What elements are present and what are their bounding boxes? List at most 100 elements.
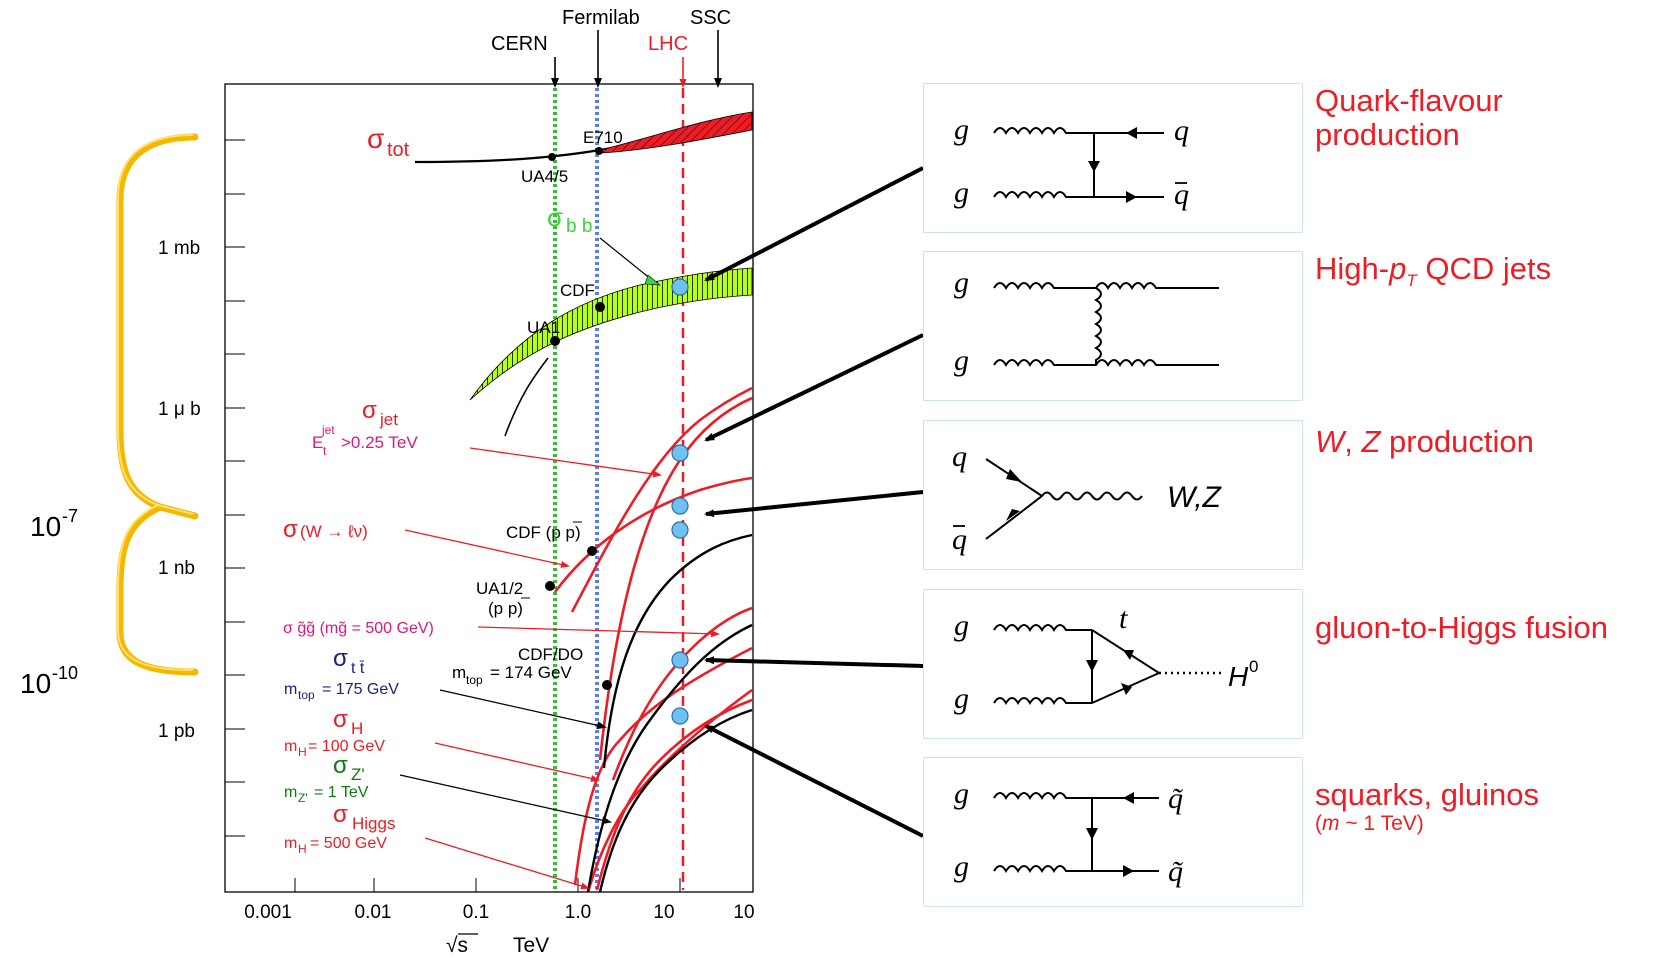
diagram-qcd-jets: g g	[923, 251, 1303, 401]
connector-higgs	[704, 656, 924, 668]
label-sq: q̃	[1168, 855, 1183, 888]
sigma-z-red-curve	[586, 688, 753, 893]
label-ua12: UA1/2	[476, 579, 523, 598]
diagram-svg: g g q q	[954, 113, 1189, 211]
label-ua1: UA1	[527, 318, 560, 337]
label-g: g	[954, 682, 969, 715]
boson-line	[1041, 491, 1143, 501]
process-note: (m ~ 1 TeV)	[1315, 812, 1424, 835]
x-tick-label: 0.01	[355, 902, 392, 923]
label-cdfdo: CDF/DO	[518, 645, 583, 664]
label-g: g	[954, 266, 969, 299]
gluon-line	[993, 624, 1092, 632]
label-q: q	[952, 440, 967, 473]
point-ua45	[548, 153, 556, 161]
gluon-line	[993, 127, 1094, 135]
connector-wz	[704, 490, 924, 518]
gluon-line	[993, 697, 1092, 705]
gluon-line	[993, 359, 1219, 367]
arrow	[1088, 161, 1100, 172]
arrow	[1123, 650, 1134, 660]
point-ua12	[545, 581, 555, 591]
sigma-bb-sub: b b	[566, 216, 592, 237]
tt-val: = 175 GeV	[322, 681, 399, 698]
sigma-higgs-black-curve	[598, 708, 753, 893]
x-tick-label: 10	[733, 902, 754, 923]
sigma-jet-curve	[570, 386, 753, 613]
x-tick-label: 1.0	[565, 902, 591, 923]
process-w: W	[1315, 424, 1345, 459]
pointer-tt	[439, 689, 607, 730]
gluon-line	[993, 191, 1094, 199]
pointer-gg	[477, 626, 720, 638]
jet-sup: jet	[321, 423, 335, 437]
process-pt-sub: T	[1406, 271, 1417, 291]
process-label-quark: Quark-flavour production	[1315, 84, 1503, 152]
pointer-w	[404, 529, 570, 568]
process-label-higgs: gluon-to-Higgs fusion	[1315, 611, 1608, 645]
sigma-h-curve	[573, 646, 753, 886]
gluon-line	[993, 865, 1092, 873]
sigma-z-sub: Z'	[351, 765, 365, 784]
connector-squarks	[704, 724, 924, 838]
diagram-squarks: g g q̃ q̃	[923, 757, 1303, 907]
label-g: g	[954, 176, 969, 209]
z-m: m	[284, 784, 297, 801]
process-label-wz: W, Z production	[1315, 425, 1534, 459]
diagram-svg: g g t H 0	[954, 602, 1258, 715]
sigma-gg-label: σ g̃g̃ (mg̃ = 500 GeV)	[283, 620, 434, 637]
tt-m: m	[284, 681, 297, 698]
y-tick-label-mb: 1 mb	[158, 238, 200, 259]
process-text: squarks, gluinos	[1315, 777, 1540, 812]
x-axis-symbol: √s	[446, 934, 468, 957]
sigma-jet-curve-2	[598, 396, 753, 761]
process-pt: p	[1389, 251, 1407, 286]
label-ua45: UA4/5	[521, 167, 568, 186]
bracket-label-top-exp: -7	[62, 506, 78, 526]
process-mid: ,	[1344, 424, 1362, 459]
lhc-point-sq	[671, 707, 689, 725]
connector-jets	[704, 333, 924, 442]
x-tick-label: 0.001	[244, 902, 292, 923]
tt-msub: top	[298, 688, 315, 702]
sigma-w-text: (W → ℓν)	[300, 522, 368, 541]
lhc-point-w	[671, 497, 689, 515]
label-h: H	[1228, 661, 1249, 692]
gluon-line	[993, 282, 1219, 290]
bracket-label-bottom-exp: -10	[52, 663, 78, 683]
label-sq: q̃	[1168, 782, 1183, 815]
label-qbar: q	[1174, 178, 1189, 211]
label-t: t	[1119, 602, 1128, 635]
x-tick-label: 0.1	[463, 902, 489, 923]
point-cdf	[595, 302, 605, 312]
sigma-zprime-curve	[586, 623, 753, 893]
pointer-z	[399, 774, 612, 825]
arrow	[1123, 865, 1134, 877]
sigma-h-label: σ	[333, 706, 348, 733]
quark-line	[985, 495, 1043, 540]
x-tick-label: 10	[653, 902, 674, 923]
y-tick-label-ub: 1 μ b	[158, 399, 201, 420]
arrow	[1006, 469, 1022, 482]
label-g: g	[954, 113, 969, 146]
higgs-m: m	[284, 835, 297, 852]
process-line1: Quark-flavour	[1315, 83, 1503, 118]
jet-cut: >0.25 TeV	[341, 433, 418, 452]
diagram-quark-flavour: g g q q	[923, 83, 1303, 233]
order-bracket: 10 -7 10 -10	[20, 133, 199, 699]
arrow	[1126, 127, 1137, 139]
label-g: g	[954, 777, 969, 810]
pointer-h	[434, 742, 600, 782]
label-ua12b: (p p)	[488, 599, 523, 618]
process-line2: production	[1315, 117, 1460, 152]
arrow	[1006, 509, 1020, 521]
sigma-higgs-sub: Higgs	[352, 814, 395, 833]
point-e710	[595, 147, 603, 155]
arrow	[1121, 683, 1132, 695]
higgs-val: = 500 GeV	[310, 835, 387, 852]
lhc-point-h	[671, 651, 689, 669]
label-g: g	[954, 344, 969, 377]
label-e710: E710	[583, 128, 623, 147]
plot-frame	[224, 83, 754, 893]
